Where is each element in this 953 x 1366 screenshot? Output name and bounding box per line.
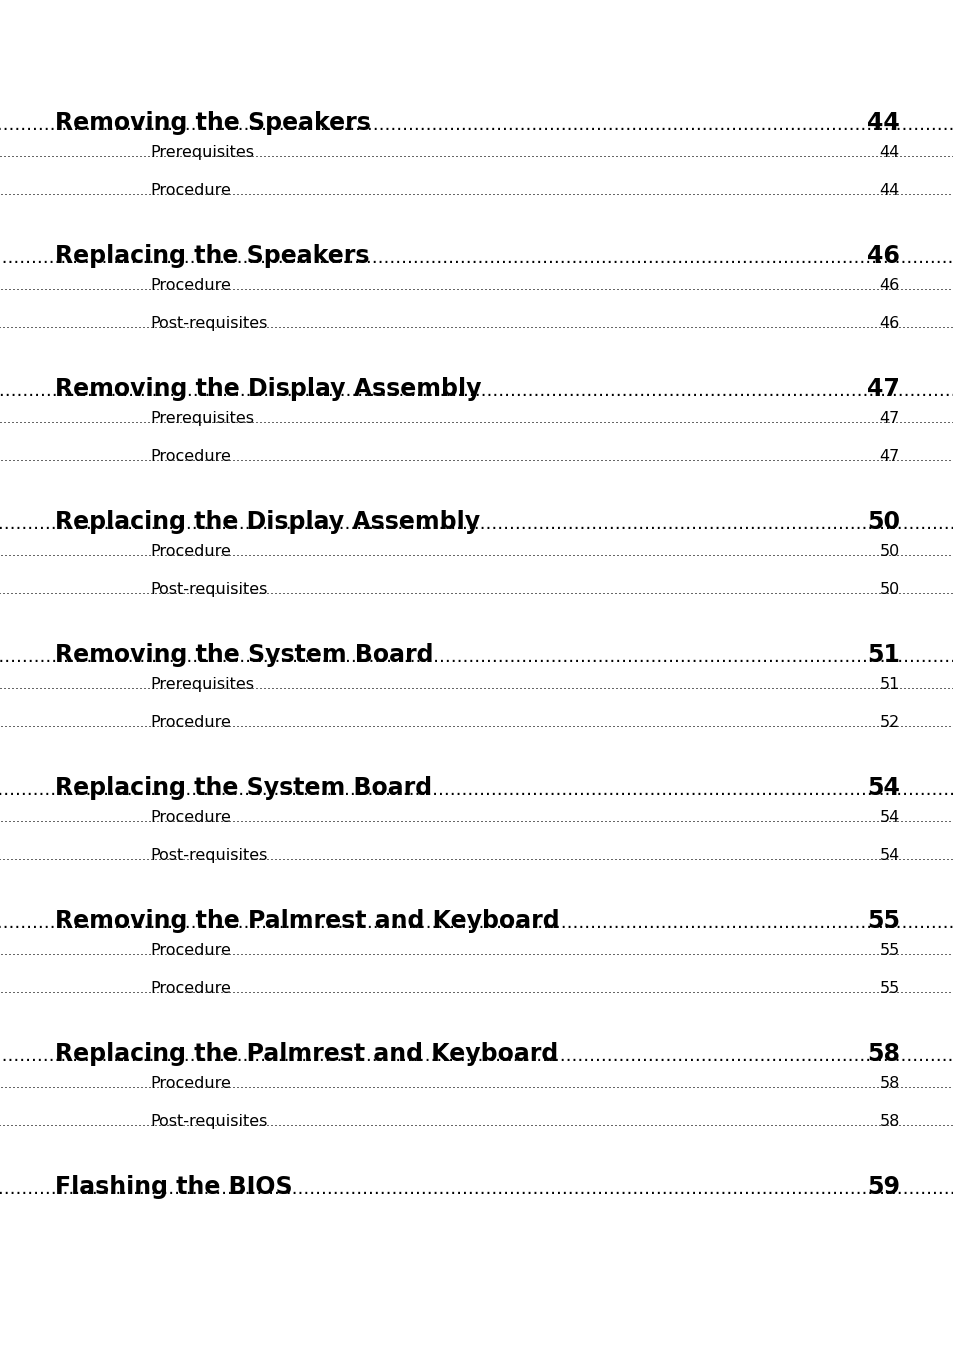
Text: 46: 46 xyxy=(879,279,899,292)
Text: Removing the Display Assembly: Removing the Display Assembly xyxy=(55,377,481,402)
Text: Prerequisites: Prerequisites xyxy=(150,678,253,693)
Text: Flashing the BIOS: Flashing the BIOS xyxy=(55,1175,293,1199)
Text: Procedure: Procedure xyxy=(150,1076,231,1091)
Text: Prerequisites: Prerequisites xyxy=(150,145,253,160)
Text: ................................................................................: ........................................… xyxy=(0,585,953,597)
Text: ................................................................................: ........................................… xyxy=(0,945,953,958)
Text: Procedure: Procedure xyxy=(150,449,231,464)
Text: ................................................................................: ........................................… xyxy=(0,850,953,863)
Text: ................................................................................: ........................................… xyxy=(0,717,953,729)
Text: ................................................................................: ........................................… xyxy=(0,1180,953,1198)
Text: Post-requisites: Post-requisites xyxy=(150,1115,267,1130)
Text: 51: 51 xyxy=(866,643,899,667)
Text: 58: 58 xyxy=(879,1115,899,1130)
Text: Procedure: Procedure xyxy=(150,981,231,996)
Text: Replacing the System Board: Replacing the System Board xyxy=(55,776,432,800)
Text: ................................................................................: ........................................… xyxy=(0,1116,953,1130)
Text: 44: 44 xyxy=(866,111,899,135)
Text: 47: 47 xyxy=(879,411,899,426)
Text: Replacing the Palmrest and Keyboard: Replacing the Palmrest and Keyboard xyxy=(55,1042,558,1065)
Text: 59: 59 xyxy=(866,1175,899,1199)
Text: ................................................................................: ........................................… xyxy=(0,148,953,160)
Text: ................................................................................: ........................................… xyxy=(0,984,953,996)
Text: 46: 46 xyxy=(866,245,899,268)
Text: 55: 55 xyxy=(866,908,899,933)
Text: ................................................................................: ........................................… xyxy=(0,781,953,799)
Text: ................................................................................: ........................................… xyxy=(0,546,953,559)
Text: Prerequisites: Prerequisites xyxy=(150,411,253,426)
Text: ................................................................................: ........................................… xyxy=(0,280,953,292)
Text: ................................................................................: ........................................… xyxy=(0,515,953,533)
Text: Procedure: Procedure xyxy=(150,279,231,292)
Text: ................................................................................: ........................................… xyxy=(0,318,953,331)
Text: 47: 47 xyxy=(879,449,899,464)
Text: Procedure: Procedure xyxy=(150,544,231,559)
Text: 54: 54 xyxy=(879,810,899,825)
Text: 54: 54 xyxy=(866,776,899,800)
Text: ................................................................................: ........................................… xyxy=(0,1078,953,1091)
Text: ................................................................................: ........................................… xyxy=(0,451,953,464)
Text: 50: 50 xyxy=(879,582,899,597)
Text: 58: 58 xyxy=(879,1076,899,1091)
Text: ................................................................................: ........................................… xyxy=(0,116,953,134)
Text: ................................................................................: ........................................… xyxy=(0,382,953,400)
Text: Removing the System Board: Removing the System Board xyxy=(55,643,433,667)
Text: 55: 55 xyxy=(879,943,899,958)
Text: Procedure: Procedure xyxy=(150,714,231,729)
Text: ................................................................................: ........................................… xyxy=(0,184,953,198)
Text: ................................................................................: ........................................… xyxy=(0,413,953,426)
Text: 55: 55 xyxy=(879,981,899,996)
Text: ................................................................................: ........................................… xyxy=(0,811,953,825)
Text: Procedure: Procedure xyxy=(150,943,231,958)
Text: 50: 50 xyxy=(879,544,899,559)
Text: 47: 47 xyxy=(866,377,899,402)
Text: ................................................................................: ........................................… xyxy=(0,249,953,266)
Text: ................................................................................: ........................................… xyxy=(0,679,953,693)
Text: ................................................................................: ........................................… xyxy=(0,914,953,932)
Text: Post-requisites: Post-requisites xyxy=(150,316,267,331)
Text: Procedure: Procedure xyxy=(150,183,231,198)
Text: 54: 54 xyxy=(879,848,899,863)
Text: 44: 44 xyxy=(879,183,899,198)
Text: 44: 44 xyxy=(879,145,899,160)
Text: Procedure: Procedure xyxy=(150,810,231,825)
Text: ................................................................................: ........................................… xyxy=(0,1046,953,1065)
Text: Replacing the Display Assembly: Replacing the Display Assembly xyxy=(55,510,479,534)
Text: Post-requisites: Post-requisites xyxy=(150,848,267,863)
Text: 58: 58 xyxy=(866,1042,899,1065)
Text: Removing the Palmrest and Keyboard: Removing the Palmrest and Keyboard xyxy=(55,908,559,933)
Text: 50: 50 xyxy=(866,510,899,534)
Text: 46: 46 xyxy=(879,316,899,331)
Text: Replacing the Speakers: Replacing the Speakers xyxy=(55,245,369,268)
Text: Removing the Speakers: Removing the Speakers xyxy=(55,111,371,135)
Text: 51: 51 xyxy=(879,678,899,693)
Text: 52: 52 xyxy=(879,714,899,729)
Text: ................................................................................: ........................................… xyxy=(0,647,953,667)
Text: Post-requisites: Post-requisites xyxy=(150,582,267,597)
